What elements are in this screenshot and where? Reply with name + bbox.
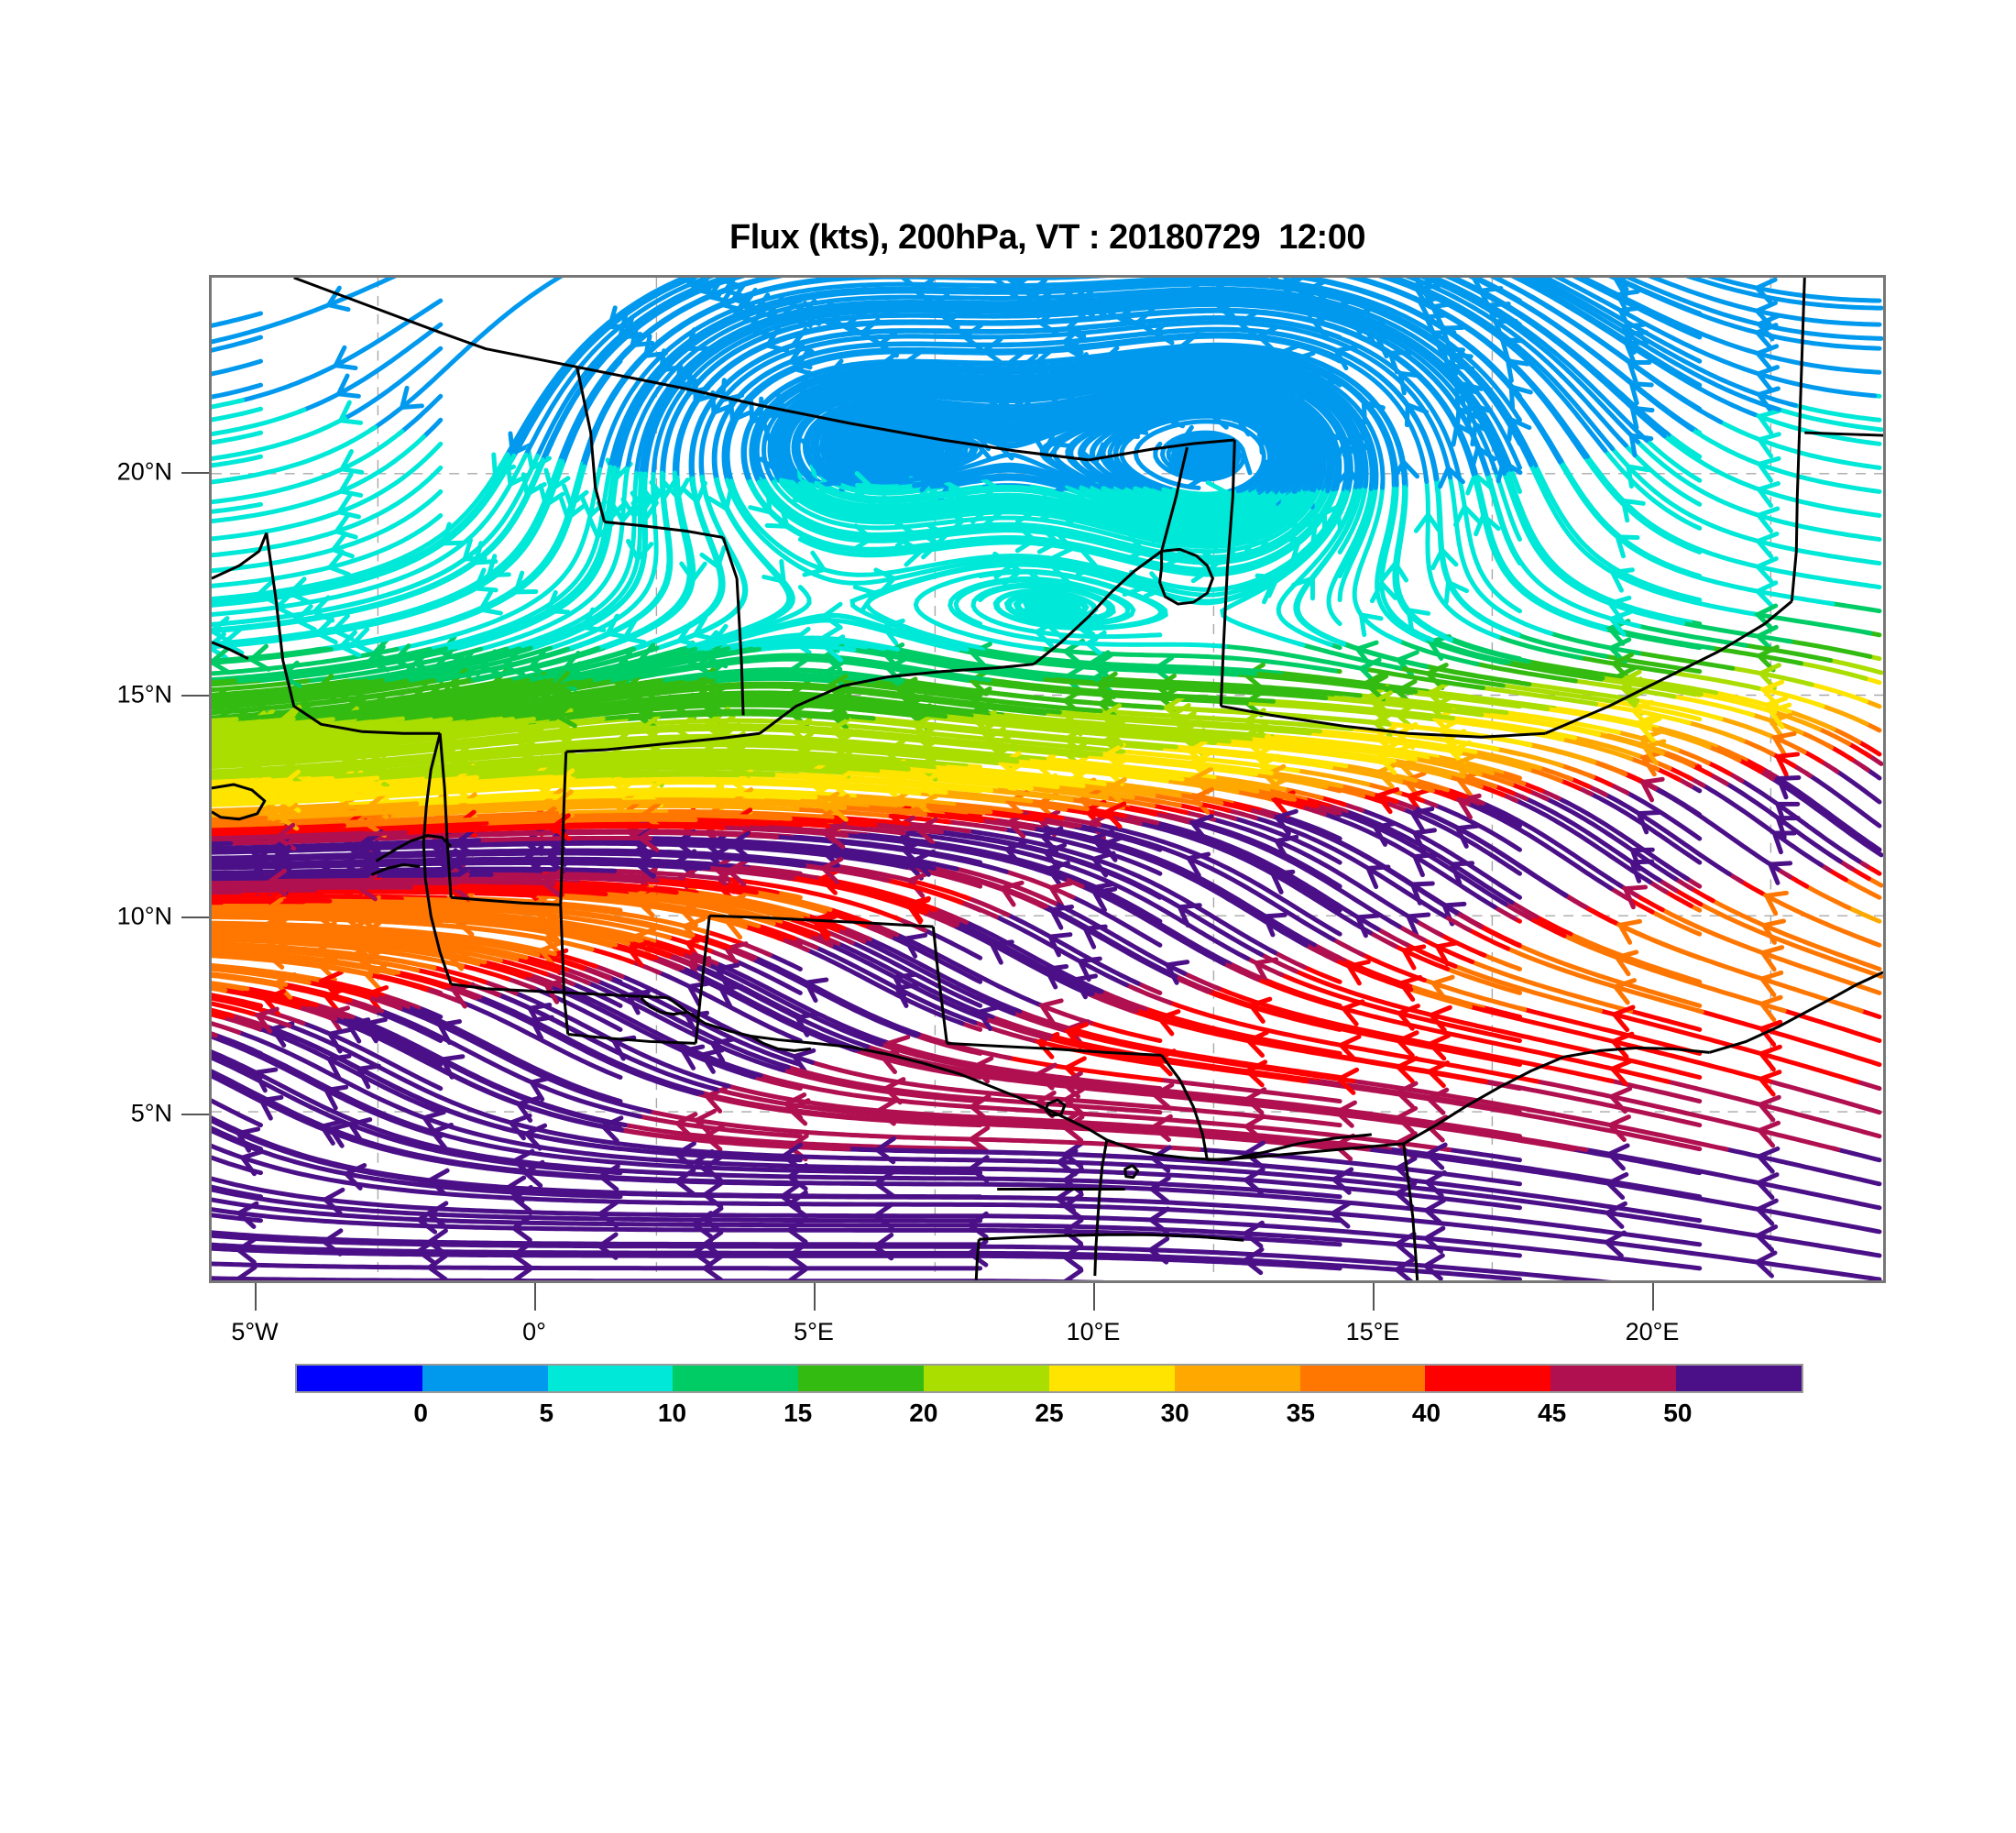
xtick-label-0: 0° bbox=[522, 1318, 546, 1345]
ytick-mark-20n bbox=[181, 472, 209, 474]
colorbar-band-10 bbox=[1550, 1366, 1677, 1391]
colorbar-band-2 bbox=[547, 1366, 674, 1391]
colorbar bbox=[295, 1364, 1803, 1393]
xtick-label-20e: 20°E bbox=[1625, 1318, 1680, 1345]
xtick-mark-0 bbox=[534, 1283, 536, 1311]
xtick-mark-5e bbox=[814, 1283, 816, 1311]
xtick-mark-20e bbox=[1652, 1283, 1654, 1311]
ytick-label-15n: 15°N bbox=[116, 680, 172, 708]
xtick-mark-10e bbox=[1093, 1283, 1095, 1311]
colorbar-band-7 bbox=[1174, 1366, 1300, 1391]
colorbar-band-11 bbox=[1676, 1366, 1802, 1391]
ytick-mark-10n bbox=[181, 916, 209, 918]
colorbar-band-0 bbox=[297, 1366, 422, 1391]
colorbar-tick-50: 50 bbox=[1663, 1399, 1693, 1427]
xtick-label-10e: 10°E bbox=[1066, 1318, 1121, 1345]
map-outlines bbox=[212, 278, 1883, 1280]
ytick-label-20n: 20°N bbox=[116, 457, 172, 486]
colorbar-band-9 bbox=[1425, 1366, 1551, 1391]
colorbar-band-8 bbox=[1299, 1366, 1426, 1391]
colorbar-band-1 bbox=[422, 1366, 548, 1391]
colorbar-tick-35: 35 bbox=[1286, 1399, 1315, 1427]
xtick-mark-15e bbox=[1373, 1283, 1375, 1311]
colorbar-tick-10: 10 bbox=[657, 1399, 687, 1427]
colorbar-tick-0: 0 bbox=[413, 1399, 428, 1427]
colorbar-tick-25: 25 bbox=[1035, 1399, 1064, 1427]
colorbar-tick-30: 30 bbox=[1160, 1399, 1189, 1427]
page-title: Flux (kts), 200hPa, VT : 20180729 12:00 bbox=[729, 218, 1365, 257]
ytick-mark-5n bbox=[181, 1114, 209, 1115]
map-plot-area bbox=[209, 275, 1886, 1283]
colorbar-band-6 bbox=[1048, 1366, 1175, 1391]
xtick-label-5w: 5°W bbox=[231, 1318, 279, 1345]
colorbar-band-4 bbox=[798, 1366, 925, 1391]
colorbar-band-3 bbox=[673, 1366, 799, 1391]
ytick-label-10n: 10°N bbox=[116, 902, 172, 930]
colorbar-tick-45: 45 bbox=[1538, 1399, 1567, 1427]
xtick-mark-5w bbox=[255, 1283, 257, 1311]
xtick-label-5e: 5°E bbox=[794, 1318, 834, 1345]
colorbar-tick-15: 15 bbox=[783, 1399, 813, 1427]
colorbar-tick-20: 20 bbox=[909, 1399, 938, 1427]
ytick-label-5n: 5°N bbox=[130, 1099, 172, 1127]
colorbar-tick-5: 5 bbox=[539, 1399, 554, 1427]
colorbar-band-5 bbox=[924, 1366, 1049, 1391]
colorbar-tick-40: 40 bbox=[1411, 1399, 1441, 1427]
ytick-mark-15n bbox=[181, 695, 209, 697]
streamline-field bbox=[212, 278, 1883, 1280]
xtick-label-15e: 15°E bbox=[1345, 1318, 1400, 1345]
